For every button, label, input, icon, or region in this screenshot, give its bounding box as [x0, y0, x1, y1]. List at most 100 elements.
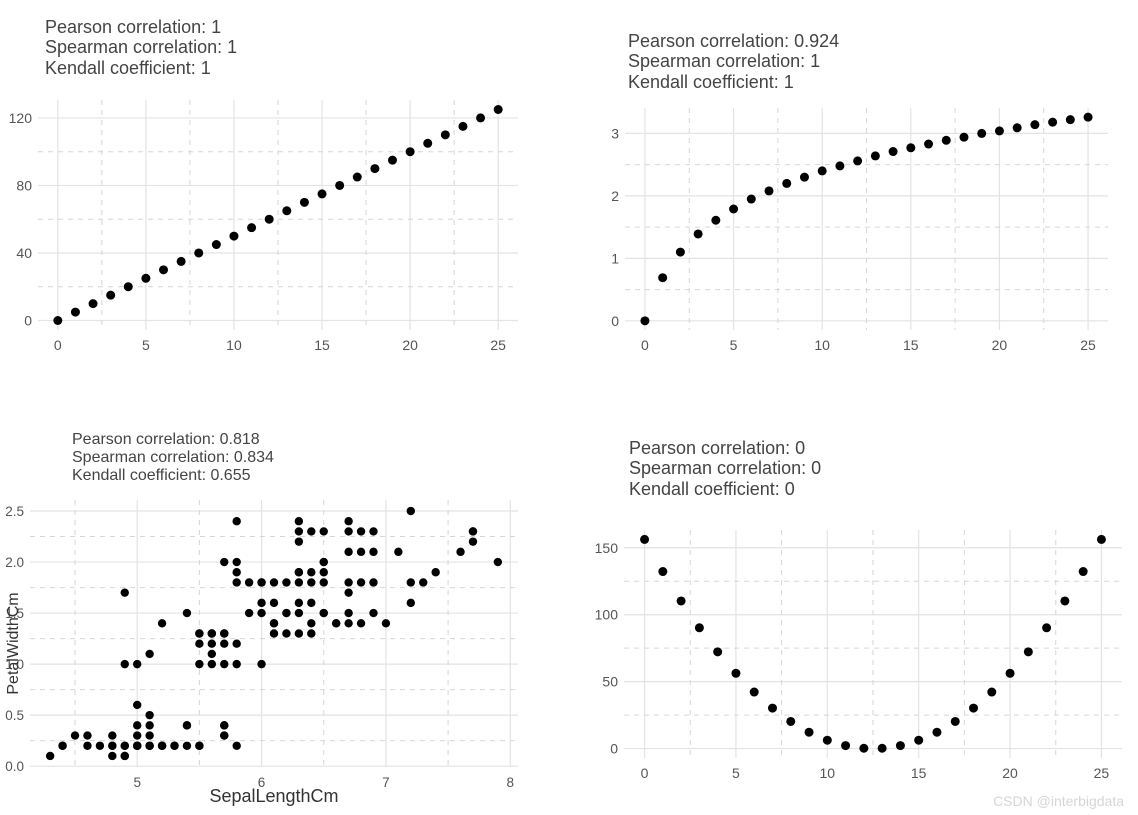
grid-lines — [624, 530, 1122, 758]
data-point — [932, 727, 942, 737]
data-point — [822, 735, 832, 745]
data-point — [1096, 534, 1106, 544]
data-point — [458, 121, 468, 131]
x-tick-label: 15 — [903, 337, 919, 353]
data-point — [120, 751, 129, 761]
data-point — [405, 147, 415, 157]
data-point — [83, 741, 92, 750]
data-point — [319, 578, 328, 587]
data-point — [1083, 112, 1093, 122]
data-points — [640, 112, 1093, 326]
data-point — [294, 629, 304, 638]
data-point — [344, 517, 353, 526]
x-tick-label: 10 — [226, 337, 242, 353]
data-point — [307, 598, 316, 608]
data-point — [207, 639, 217, 648]
data-point — [220, 721, 229, 730]
data-point — [159, 265, 169, 275]
data-point — [108, 751, 117, 761]
data-point — [307, 568, 316, 577]
grid-lines — [30, 500, 518, 767]
data-point — [1005, 668, 1015, 678]
y-tick-label: 0 — [611, 313, 619, 329]
data-point — [83, 731, 92, 740]
data-point — [356, 527, 366, 536]
data-point — [145, 721, 154, 730]
data-point — [232, 659, 241, 669]
correlation-annotation: Pearson correlation: 0.924 Spearman corr… — [628, 31, 839, 92]
data-point — [694, 623, 704, 633]
x-tick-label: 15 — [911, 765, 927, 781]
tick-labels: 0 5 10 15 20 25 0 40 80 120 — [9, 110, 507, 353]
data-point — [344, 608, 353, 618]
x-tick-label: 25 — [1080, 337, 1096, 353]
data-point — [182, 721, 192, 730]
x-tick-label: 5 — [142, 337, 150, 353]
data-point — [729, 204, 739, 214]
data-point — [786, 716, 796, 726]
data-point — [746, 194, 756, 204]
data-point — [257, 598, 266, 608]
data-point — [123, 282, 133, 292]
data-point — [229, 231, 239, 241]
data-point — [269, 578, 279, 587]
data-point — [120, 741, 129, 750]
data-point — [133, 731, 142, 740]
x-tick-label: 8 — [507, 775, 515, 790]
data-point — [369, 547, 378, 557]
data-point — [817, 166, 827, 176]
data-point — [70, 307, 80, 317]
data-point — [381, 619, 391, 628]
data-point — [232, 578, 241, 587]
y-tick-label: 2.5 — [5, 504, 24, 519]
x-tick-label: 0 — [641, 337, 649, 353]
data-point — [269, 629, 279, 638]
data-point — [764, 186, 774, 196]
kendall-label: Kendall coefficient: 1 — [628, 71, 794, 92]
pearson-label: Pearson correlation: 0.924 — [628, 31, 840, 51]
y-axis-label: PetalWidthCm — [5, 592, 22, 694]
data-point — [406, 598, 415, 608]
data-point — [344, 588, 353, 597]
data-point — [232, 639, 241, 648]
data-point — [220, 731, 229, 740]
data-point — [182, 741, 192, 750]
y-tick-label: 1.5 — [5, 606, 24, 621]
x-tick-label: 0 — [54, 337, 62, 353]
data-point — [1012, 123, 1022, 133]
data-point — [431, 568, 440, 577]
data-point — [294, 578, 304, 587]
spearman-label: Spearman correlation: 0 — [629, 458, 822, 479]
data-point — [207, 629, 217, 638]
data-point — [195, 629, 204, 638]
data-point — [804, 727, 814, 737]
data-point — [658, 273, 668, 283]
data-point — [257, 578, 266, 587]
y-tick-label: 2 — [611, 188, 619, 204]
data-point — [133, 700, 142, 710]
data-point — [994, 126, 1004, 136]
tick-labels: 0 5 10 15 20 25 0 50 100 150 — [595, 540, 1110, 781]
data-point — [969, 703, 979, 713]
data-point — [959, 132, 969, 142]
y-tick-label: 50 — [602, 674, 618, 690]
data-point — [220, 639, 229, 648]
data-point — [369, 527, 378, 536]
data-point — [767, 703, 777, 713]
data-point — [693, 229, 703, 239]
spearman-label: Spearman correlation: 1 — [45, 37, 238, 58]
y-tick-label: 1.0 — [5, 657, 24, 672]
data-point — [1048, 117, 1058, 127]
data-point — [356, 547, 366, 557]
data-point — [987, 687, 997, 697]
data-point — [244, 608, 254, 618]
data-point — [711, 215, 721, 225]
y-tick-label: 1 — [611, 250, 619, 266]
data-point — [895, 741, 905, 751]
y-tick-label: 3 — [611, 125, 619, 141]
data-point — [133, 721, 142, 730]
data-point — [914, 735, 924, 745]
y-tick-label: 40 — [16, 245, 32, 261]
